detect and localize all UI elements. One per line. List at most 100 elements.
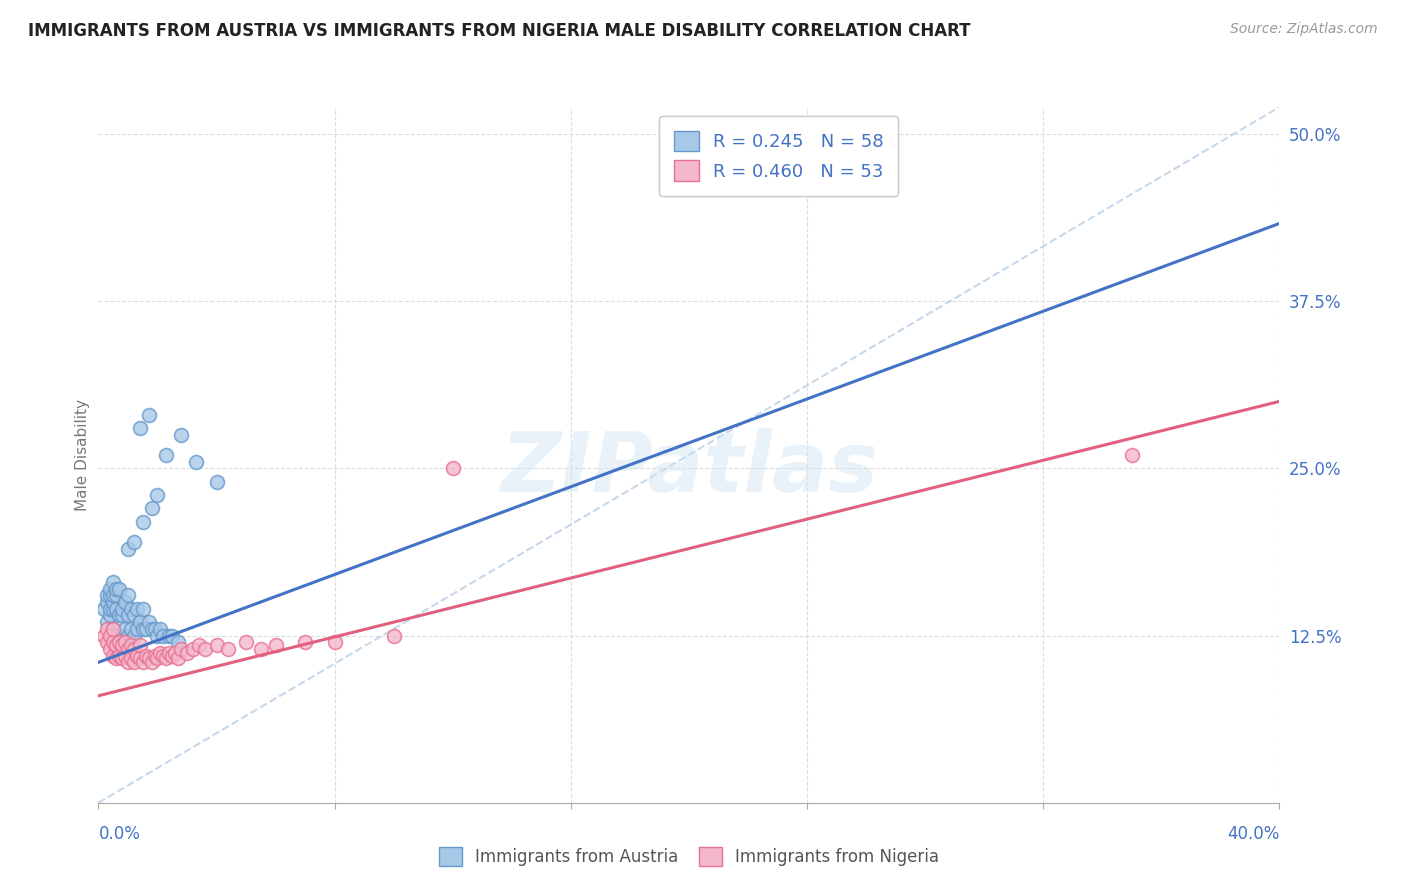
Point xyxy=(146,651,169,665)
Point xyxy=(120,622,142,636)
Point xyxy=(105,582,128,596)
Point xyxy=(103,602,125,616)
Point xyxy=(122,608,145,623)
Point xyxy=(135,648,157,663)
Point xyxy=(96,635,118,649)
Point xyxy=(111,651,134,665)
Point xyxy=(155,448,177,462)
Point xyxy=(117,589,139,603)
Point xyxy=(217,642,239,657)
Point xyxy=(120,638,142,652)
Point xyxy=(146,488,169,502)
Point xyxy=(181,642,204,657)
Point xyxy=(125,648,148,663)
Point xyxy=(111,608,134,623)
Point xyxy=(108,628,131,642)
Point xyxy=(108,635,131,649)
Point xyxy=(187,638,209,652)
Point xyxy=(184,455,207,469)
Point xyxy=(141,622,163,636)
Point xyxy=(103,622,125,636)
Point xyxy=(111,628,134,642)
Point xyxy=(103,622,125,636)
Point xyxy=(98,608,121,623)
Point xyxy=(176,646,198,660)
Point xyxy=(141,501,163,516)
Text: 0.0%: 0.0% xyxy=(98,825,141,843)
Point xyxy=(165,646,187,660)
Text: Source: ZipAtlas.com: Source: ZipAtlas.com xyxy=(1230,22,1378,37)
Point xyxy=(114,595,136,609)
Point xyxy=(105,602,128,616)
Point xyxy=(125,602,148,616)
Point xyxy=(441,461,464,475)
Text: IMMIGRANTS FROM AUSTRIA VS IMMIGRANTS FROM NIGERIA MALE DISABILITY CORRELATION C: IMMIGRANTS FROM AUSTRIA VS IMMIGRANTS FR… xyxy=(28,22,970,40)
Point xyxy=(103,648,125,663)
Point xyxy=(205,475,228,489)
Point xyxy=(108,608,131,623)
Point xyxy=(108,582,131,596)
Point xyxy=(1121,448,1143,462)
Point xyxy=(120,651,142,665)
Point xyxy=(167,651,190,665)
Point xyxy=(103,589,125,603)
Point xyxy=(98,582,121,596)
Point xyxy=(138,651,160,665)
Point xyxy=(382,628,405,642)
Point xyxy=(114,648,136,663)
Point xyxy=(170,642,193,657)
Point xyxy=(294,635,316,649)
Point xyxy=(146,628,169,642)
Point xyxy=(117,628,139,642)
Point xyxy=(152,628,174,642)
Point xyxy=(323,635,346,649)
Point xyxy=(205,638,228,652)
Point xyxy=(125,622,148,636)
Point xyxy=(93,628,115,642)
Y-axis label: Male Disability: Male Disability xyxy=(75,399,90,511)
Point xyxy=(122,642,145,657)
Point xyxy=(96,589,118,603)
Point xyxy=(103,635,125,649)
Point xyxy=(149,646,172,660)
Point xyxy=(111,602,134,616)
Point xyxy=(149,622,172,636)
Point xyxy=(93,602,115,616)
Point xyxy=(122,628,145,642)
Point xyxy=(132,655,155,669)
Point xyxy=(162,648,183,663)
Point xyxy=(135,622,157,636)
Point xyxy=(117,541,139,556)
Point xyxy=(138,408,160,422)
Point xyxy=(141,655,163,669)
Point xyxy=(143,648,166,663)
Point xyxy=(98,602,121,616)
Point xyxy=(264,638,287,652)
Point xyxy=(235,635,257,649)
Point xyxy=(194,642,217,657)
Point xyxy=(143,622,166,636)
Point xyxy=(157,646,180,660)
Text: 40.0%: 40.0% xyxy=(1227,825,1279,843)
Point xyxy=(105,628,128,642)
Point xyxy=(162,628,183,642)
Point xyxy=(117,608,139,623)
Legend: R = 0.245   N = 58, R = 0.460   N = 53: R = 0.245 N = 58, R = 0.460 N = 53 xyxy=(659,116,898,195)
Point xyxy=(128,651,150,665)
Point xyxy=(250,642,273,657)
Point xyxy=(128,638,150,652)
Point xyxy=(170,428,193,442)
Point xyxy=(98,628,121,642)
Point xyxy=(103,575,125,590)
Point xyxy=(122,535,145,549)
Point xyxy=(111,638,134,652)
Point xyxy=(132,515,155,529)
Point xyxy=(103,595,125,609)
Point xyxy=(128,421,150,435)
Point xyxy=(155,651,177,665)
Point xyxy=(98,589,121,603)
Point xyxy=(157,628,180,642)
Point xyxy=(132,602,155,616)
Point xyxy=(105,589,128,603)
Point xyxy=(105,651,128,665)
